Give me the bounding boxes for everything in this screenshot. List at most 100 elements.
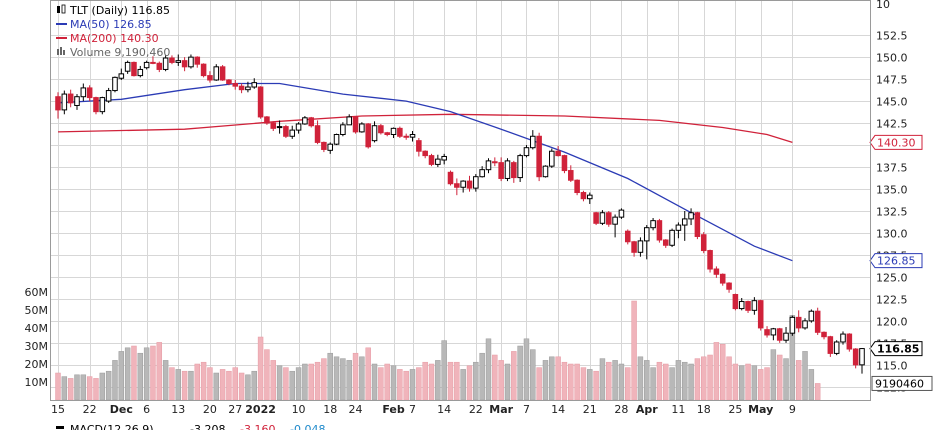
volume-bar xyxy=(169,367,175,401)
volume-bar xyxy=(751,365,758,401)
price-tag-label: 126.85 xyxy=(877,255,916,268)
candle-body xyxy=(593,212,599,224)
volume-bar xyxy=(650,367,656,401)
candle-body xyxy=(93,97,99,113)
date-tick-label: Apr xyxy=(636,403,658,416)
date-tick-label: 10 xyxy=(292,403,306,416)
candle-body xyxy=(555,150,561,157)
candle-body xyxy=(504,160,511,179)
date-tick-label: Dec xyxy=(110,403,133,416)
price-tag-label: 140.30 xyxy=(877,136,916,149)
candle-body xyxy=(814,310,821,333)
legend-label: MA(50) 126.85 xyxy=(70,18,152,31)
volume-bar xyxy=(162,360,169,401)
candle-body xyxy=(561,155,568,172)
date-tick-label: 20 xyxy=(203,403,217,416)
volume-bar xyxy=(403,370,409,401)
volume-bar xyxy=(701,356,707,401)
candle-body xyxy=(631,241,637,253)
date-tick-label: 6 xyxy=(143,403,150,416)
volume-bar xyxy=(371,363,378,401)
volume-bar xyxy=(188,370,194,401)
candle-body xyxy=(694,212,701,237)
date-tick-label: 2022 xyxy=(245,403,276,416)
candle-body xyxy=(852,348,859,366)
date-tick-label: Mar xyxy=(489,403,513,416)
candle-body xyxy=(523,147,530,157)
volume-bar xyxy=(720,343,726,401)
volume-bar xyxy=(55,372,61,401)
volume-bar xyxy=(580,367,587,401)
volume-bar xyxy=(245,374,251,401)
candle-body xyxy=(295,123,302,131)
candle-body xyxy=(359,123,365,133)
volume-bar xyxy=(669,367,675,401)
candle-body xyxy=(131,61,137,77)
date-tick-label: 15 xyxy=(51,403,65,416)
candle-body xyxy=(751,300,758,311)
date-tick-label: 13 xyxy=(171,403,185,416)
candle-body xyxy=(200,63,207,77)
volume-bar xyxy=(776,354,783,401)
volume-bar xyxy=(327,352,333,401)
volume-bar xyxy=(251,370,257,401)
date-tick-label: 7 xyxy=(409,403,416,416)
volume-bar xyxy=(105,370,112,401)
volume-bar xyxy=(194,363,200,401)
volume-bar xyxy=(536,367,542,401)
volume-bar xyxy=(150,345,156,401)
candle-body xyxy=(549,150,555,167)
candle-body xyxy=(460,180,466,188)
candle-body xyxy=(409,134,416,138)
candle-body xyxy=(669,229,675,246)
candle-body xyxy=(568,170,574,181)
volume-bar xyxy=(555,356,561,401)
price-tick-label: 150.0 xyxy=(876,52,908,65)
date-tick-label: May xyxy=(748,403,773,416)
price-tick-label: 147.5 xyxy=(876,74,908,87)
volume-tick-label: 40M xyxy=(25,322,49,335)
candle-body xyxy=(251,82,258,88)
volume-bar xyxy=(409,369,416,401)
date-tick-label: 24 xyxy=(349,403,363,416)
volume-bar xyxy=(631,300,637,401)
candle-body xyxy=(700,234,707,252)
volume-bar xyxy=(112,360,118,401)
volume-bar xyxy=(99,372,106,401)
volume-tick-label: 50M xyxy=(25,304,49,317)
volume-bar xyxy=(340,358,346,401)
candle-body xyxy=(181,60,188,68)
candle-body xyxy=(188,56,194,68)
volume-bar xyxy=(219,369,226,401)
volume-bar xyxy=(523,338,530,401)
candle-body xyxy=(605,212,612,225)
price-tag: 126.85 xyxy=(869,253,923,269)
candle-body xyxy=(365,123,371,148)
volume-bar xyxy=(637,356,644,401)
volume-bar xyxy=(365,347,371,401)
candle-body xyxy=(764,329,770,336)
date-tick-label: 22 xyxy=(83,403,97,416)
volume-bar xyxy=(447,361,454,401)
volume-bar xyxy=(80,374,87,401)
volume-bar xyxy=(175,369,182,401)
volume-bar xyxy=(644,360,650,401)
candle-body xyxy=(99,97,106,113)
volume-bar xyxy=(118,351,125,401)
volume-bar xyxy=(587,369,593,401)
volume-bar xyxy=(67,378,74,401)
candle-body xyxy=(542,165,549,178)
candle-body xyxy=(55,96,61,111)
volume-bar xyxy=(663,363,669,401)
volume-bar xyxy=(454,361,460,401)
price-tick-label: 120.0 xyxy=(876,316,908,329)
price-candles xyxy=(55,54,865,374)
macd-label: MACD(12,26,9) xyxy=(70,423,154,430)
candle-body xyxy=(371,125,378,142)
volume-bar xyxy=(226,370,232,401)
volume-bar xyxy=(460,369,466,401)
candle-body xyxy=(219,66,226,81)
candle-body xyxy=(74,96,80,106)
price-tick-label: 122.5 xyxy=(876,294,908,307)
